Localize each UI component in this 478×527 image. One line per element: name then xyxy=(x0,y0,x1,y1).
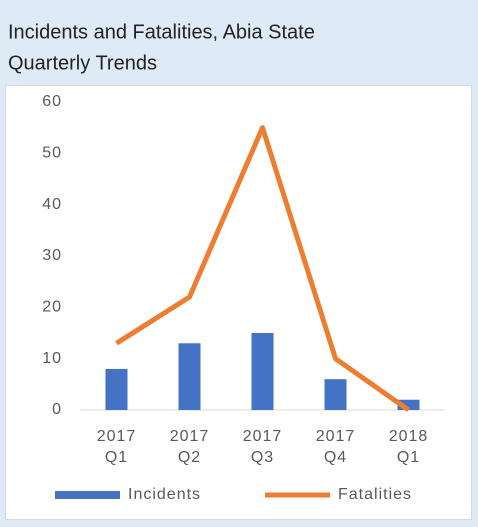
bar xyxy=(324,379,347,410)
y-tick-label: 30 xyxy=(42,247,62,264)
bar xyxy=(397,399,420,410)
bar xyxy=(251,333,274,410)
y-tick-label: 60 xyxy=(42,93,62,110)
legend-label: Incidents xyxy=(128,486,201,503)
y-tick-label: 0 xyxy=(52,401,62,418)
bar xyxy=(105,368,128,410)
legend-label: Fatalities xyxy=(338,486,412,503)
plot-background xyxy=(5,85,472,520)
y-tick-label: 20 xyxy=(42,299,62,316)
y-tick-label: 10 xyxy=(42,350,62,367)
y-tick-label: 50 xyxy=(42,145,62,162)
x-tick-label: 2017 Q1 xyxy=(97,428,137,466)
chart-title: Incidents and Fatalities, Abia State xyxy=(8,21,315,43)
x-tick-label: 2017 Q4 xyxy=(316,428,356,466)
line xyxy=(115,125,410,413)
x-tick-label: 2018 Q1 xyxy=(389,428,429,466)
legend-swatch xyxy=(55,491,120,499)
y-tick-label: 40 xyxy=(42,196,62,213)
x-tick-label: 2017 Q2 xyxy=(170,428,210,466)
x-tick-label: 2017 Q3 xyxy=(243,428,283,466)
chart-title: Quarterly Trends xyxy=(8,52,157,74)
bar xyxy=(178,343,201,410)
